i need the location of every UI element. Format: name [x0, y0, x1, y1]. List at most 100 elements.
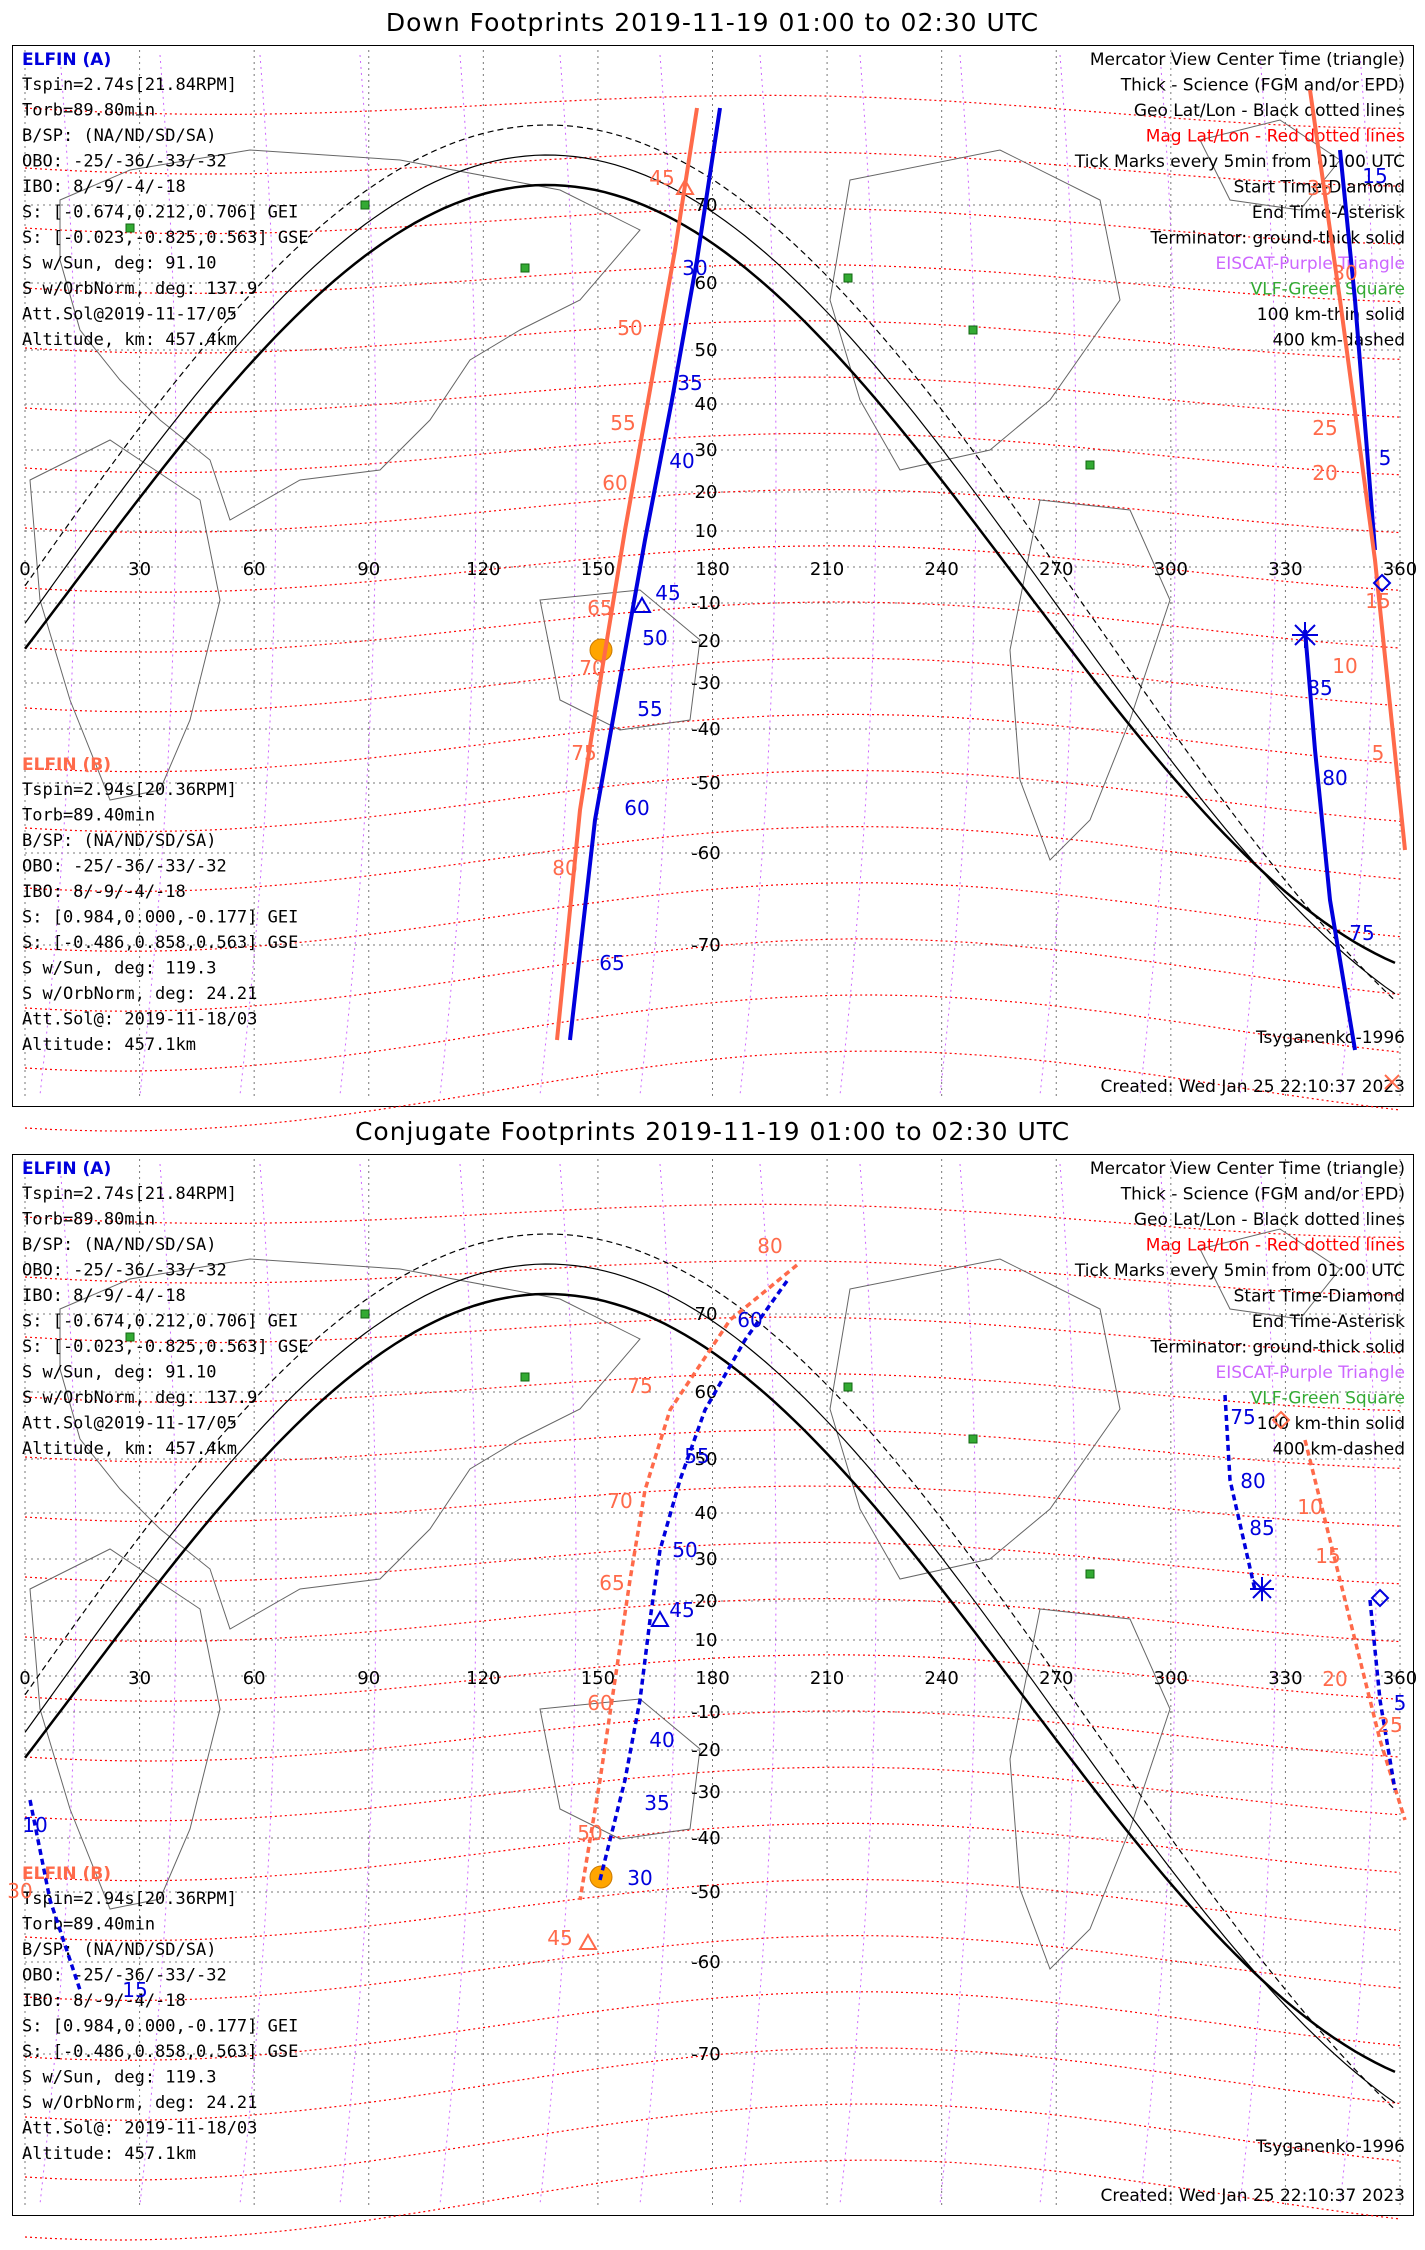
vlf-square-icon [968, 325, 978, 335]
legend-entry: Geo Lat/Lon - Black dotted lines [1134, 101, 1405, 121]
created-timestamp: Created: Wed Jan 25 22:10:37 2023 [1100, 2186, 1405, 2206]
vlf-square-icon [1085, 460, 1095, 470]
vlf-square-icon [125, 1332, 135, 1342]
lon-tick-label: 150 [581, 1668, 615, 1689]
vlf-square-icon [360, 1309, 370, 1319]
elfin-b-info-line: B/SP: (NA/ND/SD/SA) [22, 831, 216, 851]
elfin-a-tick-label: 5 [1379, 446, 1392, 470]
elfin-b-tick-label: 30 [1332, 261, 1357, 285]
elfin-a-info-line: S: [-0.023,-0.825,0.563] GSE [22, 1337, 309, 1357]
elfin-b-info-line: S w/Sun, deg: 119.3 [22, 2068, 216, 2088]
mag-lon-line [39, 1163, 77, 2205]
vlf-square-icon [360, 200, 370, 210]
elfin-a-info-line: S w/OrbNorm, deg: 137.9 [22, 279, 257, 299]
elfin-b-tick-label: 15 [1315, 1544, 1340, 1568]
elfin-a-center-triangle-icon [632, 595, 652, 613]
model-label: Tsyganenko-1996 [1255, 1028, 1405, 1048]
mag-lon-line [1339, 54, 1377, 1096]
map-panel-2: 0 30 60 90 120 150 180 210 240 270 300 330 360 70 60 50… [7, 1159, 1417, 2241]
land-outline [59, 149, 641, 521]
legend-entry: Tick Marks every 5min from 01:00 UTC [1074, 1261, 1405, 1281]
lon-tick-label: 270 [1039, 559, 1073, 580]
land-outline [829, 1258, 1121, 1580]
elfin-b-tick-label: 65 [587, 596, 612, 620]
land-outline [539, 589, 701, 731]
elfin-b-tick-label: 50 [617, 316, 642, 340]
geo-grid [24, 1159, 1401, 2209]
mag-grid [24, 54, 1401, 1132]
elfin-a-info-line: Att.Sol@2019-11-17/05 [22, 305, 237, 325]
lon-tick-label: 300 [1154, 559, 1188, 580]
elfin-b-info-line: Att.Sol@: 2019-11-18/03 [22, 2119, 257, 2139]
model-label: Tsyganenko-1996 [1255, 2137, 1405, 2157]
lat-tick-label: -70 [691, 2044, 720, 2065]
elfin-b-center-triangle-icon [578, 1932, 598, 1950]
land-outline [29, 439, 221, 801]
elfin-b-tick-label: 75 [571, 741, 596, 765]
start-time-diamond-icon [1271, 1410, 1291, 1430]
elfin-b-info-line: S: [0.984,0.000,-0.177] GEI [22, 908, 298, 928]
panel-1-title: Down Footprints 2019-11-19 01:00 to 02:3… [385, 8, 1040, 37]
mag-lon-line [639, 54, 677, 1096]
lat-tick-label: 10 [695, 521, 718, 542]
elfin-a-tick-label: 80 [1240, 1469, 1265, 1493]
elfin-b-tick-label: 20 [1322, 1667, 1347, 1691]
lat-tick-label: 50 [695, 340, 718, 361]
elfin-b-tick-label: 70 [607, 1489, 632, 1513]
vlf-square-icon [968, 1434, 978, 1444]
elfin-a-track [598, 1279, 789, 1881]
elfin-b-info-line: S w/Sun, deg: 119.3 [22, 959, 216, 979]
elfin-b-tick-label: 60 [587, 1691, 612, 1715]
elfin-b-tick-label: 5 [1372, 741, 1385, 765]
end-time-asterisk-icon [1292, 622, 1318, 648]
mag-lat-line [24, 2047, 1401, 2121]
footprint-tracks: 3035404550556065455055606570758015535302… [552, 89, 1407, 1090]
elfin-b-tick-label: 65 [599, 1571, 624, 1595]
lat-tick-label: -30 [691, 673, 720, 694]
elfin-b-track [578, 1263, 799, 1901]
lon-tick-label: 30 [128, 1668, 151, 1689]
elfin-a-info-line: Torb=89.80min [22, 101, 155, 121]
land-outline [1199, 1228, 1341, 1320]
land-outline [539, 1698, 701, 1840]
elfin-b-tick-label: 60 [602, 471, 627, 495]
elfin-b-info-line: OBO: -25/-36/-33/-32 [22, 857, 227, 877]
elfin-a-info-line: S: [-0.674,0.212,0.706] GEI [22, 1312, 298, 1332]
elfin-a-info-line: OBO: -25/-36/-33/-32 [22, 152, 227, 172]
vlf-square-icon [520, 1372, 530, 1382]
elfin-b-info-line: Tspin=2.94s[20.36RPM] [22, 1889, 237, 1909]
mag-lon-line [739, 1163, 777, 2205]
elfin-b-tick-label: 10 [1332, 654, 1357, 678]
lat-tick-label: 20 [695, 482, 718, 503]
legend-entry: EISCAT-Purple Triangle [1215, 1363, 1405, 1383]
lon-tick-label: 360 [1383, 1668, 1417, 1689]
lon-tick-label: 60 [243, 1668, 266, 1689]
elfin-a-info-line: OBO: -25/-36/-33/-32 [22, 1261, 227, 1281]
elfin-a-info: ELFIN (A) Tspin=2.74s[21.84RPM] Torb=89.80… [22, 1159, 309, 1459]
land-outline [29, 1548, 221, 1910]
elfin-b-info: ELFIN (B) Tspin=2.94s[20.36RPM] Torb=89.40… [22, 1864, 298, 2164]
elfin-a-info-line: Torb=89.80min [22, 1210, 155, 1230]
land-outline [829, 149, 1121, 471]
mag-lat-line [24, 882, 1401, 952]
lon-tick-label: 0 [19, 559, 30, 580]
elfin-b-track-segment [1308, 89, 1407, 851]
legend-entry: Mercator View Center Time (triangle) [1090, 50, 1405, 70]
lon-tick-label: 150 [581, 559, 615, 580]
panel-1-frame [12, 45, 1414, 1107]
lat-tick-label: -10 [691, 1702, 720, 1723]
start-time-diamond-icon [1370, 1588, 1390, 1608]
lon-tick-label: 120 [466, 1668, 500, 1689]
mag-lon-line [139, 1163, 177, 2205]
legend-entry: VLF-Green Square [1251, 280, 1405, 300]
elfin-b-info-line: S: [0.984,0.000,-0.177] GEI [22, 2017, 298, 2037]
lon-tick-label: 270 [1039, 1668, 1073, 1689]
elfin-b-track [555, 107, 699, 1041]
elfin-b-header: ELFIN (B) [22, 1864, 111, 1884]
lat-tick-label: -20 [691, 1740, 720, 1761]
lon-tick-label: 180 [695, 559, 729, 580]
lat-tick-label: 10 [695, 1630, 718, 1651]
elfin-a-track-segment [1303, 629, 1357, 1051]
elfin-b-tick-label: 75 [627, 1374, 652, 1398]
mag-lat-line [24, 1991, 1401, 2061]
